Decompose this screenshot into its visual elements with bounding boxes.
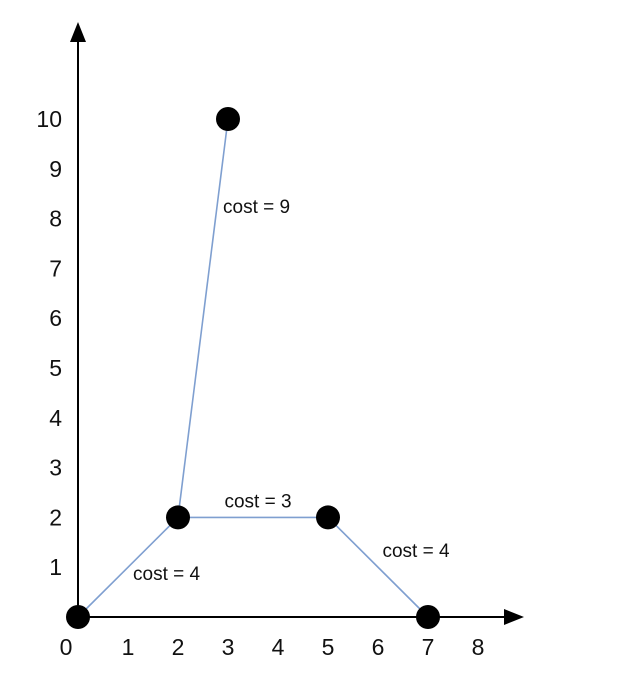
- graph-node: [316, 505, 340, 530]
- graph-edge: [327, 516, 429, 618]
- axes: 0 1 2 3 4 5 6 7 8 1 2 3 4 5 6 7 8 9 10: [36, 22, 524, 660]
- x-tick-label: 6: [372, 634, 385, 660]
- graph-node: [216, 107, 240, 131]
- edges: [77, 118, 429, 618]
- y-tick-label: 1: [49, 554, 62, 580]
- x-tick-label: 7: [422, 634, 435, 660]
- y-tick-label: 2: [49, 504, 62, 530]
- y-axis-arrow-icon: [70, 22, 86, 42]
- edge-cost-label: cost = 3: [224, 491, 291, 512]
- x-tick-label: 2: [172, 634, 185, 660]
- graph-node: [66, 605, 90, 629]
- y-tick-label: 4: [49, 405, 62, 431]
- x-tick-label: 8: [472, 634, 485, 660]
- graph-edge: [177, 118, 229, 518]
- x-axis-arrow-icon: [504, 609, 524, 625]
- x-tick-label: 3: [222, 634, 235, 660]
- nodes: [66, 107, 440, 629]
- y-tick-label: 8: [49, 206, 62, 232]
- labels: cost = 4 cost = 9 cost = 3 cost = 4: [133, 197, 450, 585]
- x-tick-label: 1: [122, 634, 135, 660]
- y-tick-label: 6: [49, 305, 62, 331]
- y-tick-label: 7: [49, 255, 62, 281]
- graph-node: [166, 505, 190, 530]
- graph-node: [416, 605, 440, 629]
- y-tick-label: 9: [49, 156, 62, 182]
- x-tick-label: 5: [322, 634, 335, 660]
- y-tick-label: 10: [36, 106, 62, 132]
- y-tick-label: 3: [49, 455, 62, 481]
- x-tick-label: 0: [60, 634, 73, 660]
- y-tick-label: 5: [49, 355, 62, 381]
- x-tick-label: 4: [272, 634, 285, 660]
- edge-cost-label: cost = 9: [223, 197, 290, 218]
- edge-cost-label: cost = 4: [382, 541, 449, 562]
- graph-edge: [77, 516, 179, 618]
- edge-cost-label: cost = 4: [133, 564, 200, 585]
